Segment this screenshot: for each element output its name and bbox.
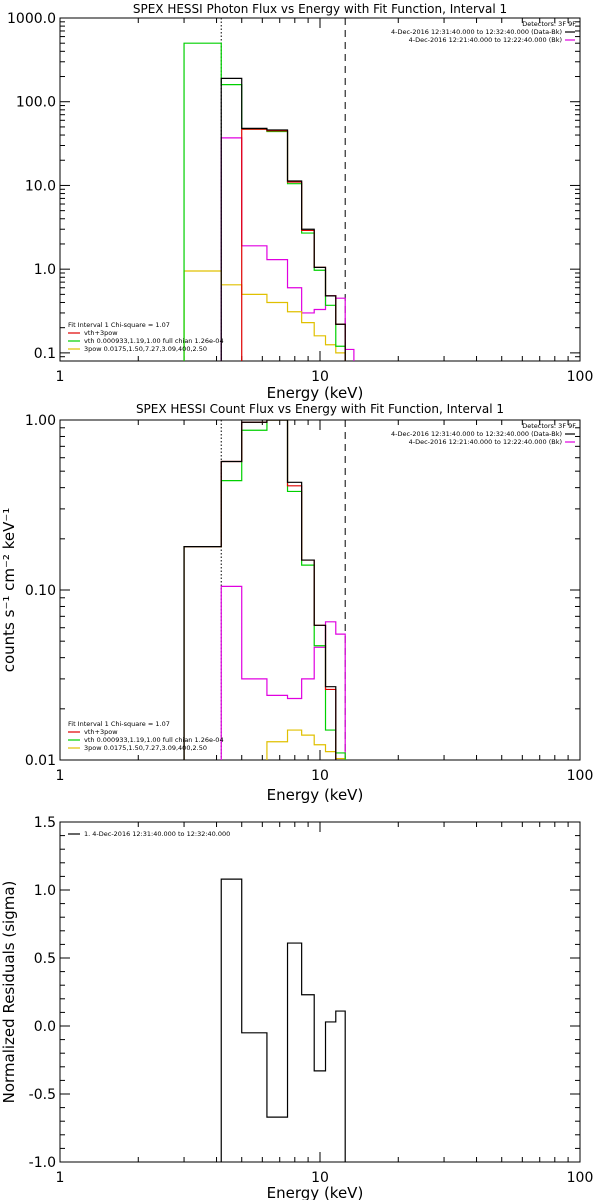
panel2-legend-item: 3pow 0.0175,1.50,7.27,3.09,400,2.50 <box>84 744 207 752</box>
panel3-y-tick-label: -0.5 <box>29 1087 56 1103</box>
panel2-legend-header: Fit Interval 1 Chi-square = 1.07 <box>68 720 170 728</box>
panel1-legend-item: vth+3pow <box>84 329 118 337</box>
panel1-legend-header: Fit Interval 1 Chi-square = 1.07 <box>68 321 170 329</box>
panel3-y-tick-label: 1.0 <box>34 883 56 899</box>
panel1-y-tick-label: 1.0 <box>34 262 56 278</box>
panel3-x-tick-label: 100 <box>567 1170 594 1186</box>
panel3-x-tick-label: 1 <box>56 1170 65 1186</box>
panel1-header-interval-label: 4-Dec-2016 12:21:40.000 to 12:22:40.000 … <box>409 36 562 44</box>
panel2-series-3pow <box>266 729 346 760</box>
panel1-x-tick-label: 1 <box>56 369 65 385</box>
panel1-title: SPEX HESSI Photon Flux vs Energy with Fi… <box>133 2 507 16</box>
panel3-x-tick-label: 10 <box>311 1170 329 1186</box>
panel1-series-bk <box>220 137 355 361</box>
panel3-y-tick-label: 0.5 <box>34 951 56 967</box>
panel2-detectors-label: Detectors: 3F 9F <box>522 422 576 430</box>
panel1-y-tick-label: 1000.0 <box>7 11 56 27</box>
panel3-series-residuals <box>220 878 346 1162</box>
panel2-x-tick-label: 1 <box>56 768 65 784</box>
panel2-legend-item: vth+3pow <box>84 728 118 736</box>
panel2-y-axis-label: counts s⁻¹ cm⁻² keV⁻¹ <box>0 508 18 673</box>
panel1-header-interval-label: 4-Dec-2016 12:31:40.000 to 12:32:40.000 … <box>391 28 562 36</box>
panel3-y-axis-label: Normalized Residuals (sigma) <box>0 881 18 1104</box>
panel2-series-data-bk <box>183 420 337 760</box>
panel1-legend-item: 3pow 0.0175,1.50,7.27,3.09,400,2.50 <box>84 345 207 353</box>
panel1-y-tick-label: 10.0 <box>25 178 56 194</box>
panel2-plot-frame <box>59 419 581 761</box>
panel2-y-tick-label: 0.10 <box>25 583 56 599</box>
panel2-series-bk <box>220 585 346 760</box>
panel2-x-axis-label: Energy (keV) <box>267 786 364 804</box>
panel2-series-vth-3pow <box>183 420 337 760</box>
panel3-y-tick-label: 0.0 <box>34 1019 56 1035</box>
panel1-legend-item: vth 0.000933,1.19,1.00 full chian 1.26e-… <box>84 337 224 345</box>
panel1-x-tick-label: 100 <box>567 369 594 385</box>
panel1-series-data-bk <box>220 77 346 361</box>
panel3-y-tick-label: 1.5 <box>34 815 56 831</box>
panel1-x-axis-label: Energy (keV) <box>267 384 364 402</box>
panel1-y-tick-label: 0.1 <box>34 346 56 362</box>
panel2-legend-item: vth 0.000933,1.19,1.00 full chian 1.26e-… <box>84 736 224 744</box>
panel3-y-tick-label: -1.0 <box>29 1155 56 1171</box>
panel1-detectors-label: Detectors: 3F 9F <box>522 20 576 28</box>
panel2-header-interval-label: 4-Dec-2016 12:31:40.000 to 12:32:40.000 … <box>391 430 562 438</box>
panel2-series-vth <box>183 420 346 760</box>
panel1-y-tick-label: 100.0 <box>16 95 56 111</box>
panel1-series-vth <box>183 42 346 361</box>
panel3-legend-item: 1. 4-Dec-2016 12:31:40.000 to 12:32:40.0… <box>84 830 230 838</box>
panel2-title: SPEX HESSI Count Flux vs Energy with Fit… <box>136 402 504 416</box>
panel1-x-tick-label: 10 <box>311 369 329 385</box>
panel2-y-tick-label: 0.01 <box>25 753 56 769</box>
panel2-x-tick-label: 100 <box>567 768 594 784</box>
panel1-series-3pow <box>183 270 346 361</box>
panel3-x-axis-label: Energy (keV) <box>267 1184 364 1200</box>
panel2-x-tick-label: 10 <box>311 768 329 784</box>
panel2-y-tick-label: 1.00 <box>25 413 56 429</box>
panel3-plot-frame <box>59 821 581 1163</box>
panel2-header-interval-label: 4-Dec-2016 12:21:40.000 to 12:22:40.000 … <box>409 438 562 446</box>
